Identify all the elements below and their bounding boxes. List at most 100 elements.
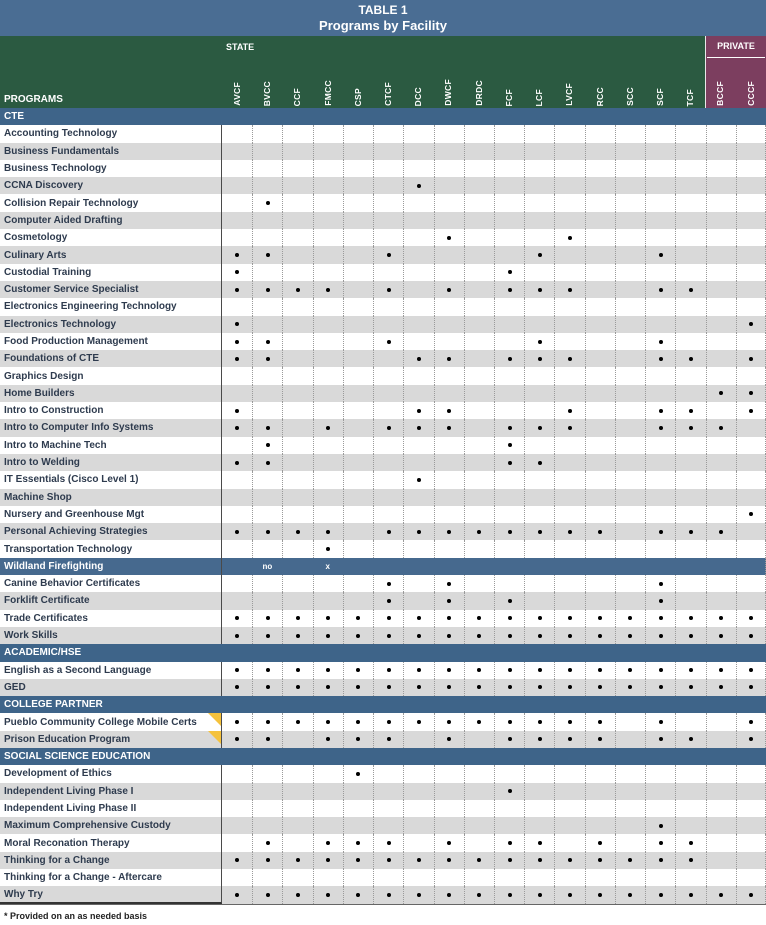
program-dot <box>507 737 512 742</box>
facility-cell <box>343 558 373 575</box>
facility-cell <box>403 315 433 333</box>
facility-cell <box>645 263 675 281</box>
facility-cell <box>222 558 252 575</box>
program-label: Cosmetology <box>0 229 222 247</box>
program-dot <box>568 737 573 742</box>
program-dot <box>477 685 482 690</box>
facility-cell <box>282 125 312 143</box>
facility-cell <box>735 834 766 852</box>
facility-cell <box>312 367 343 385</box>
facility-cell <box>675 817 705 835</box>
program-label: Transportation Technology <box>0 540 222 558</box>
facility-cell <box>524 419 554 437</box>
facility-cell <box>342 211 373 230</box>
program-dot <box>688 356 693 361</box>
facility-cell <box>222 419 252 436</box>
program-dot <box>688 737 693 742</box>
facility-cell <box>554 229 584 247</box>
facility-cell <box>312 229 343 247</box>
facility-cell <box>282 678 312 697</box>
facility-cell <box>222 298 252 315</box>
facility-cell <box>735 817 766 835</box>
program-dot <box>416 616 421 621</box>
program-dot <box>265 633 270 638</box>
facility-cell <box>252 263 282 281</box>
facility-cell <box>614 782 645 800</box>
program-row: Business Fundamentals <box>0 142 766 160</box>
program-dot <box>265 339 270 344</box>
program-dot <box>386 685 391 690</box>
facility-cell <box>614 350 645 368</box>
program-dot <box>537 720 542 725</box>
facility-cell <box>493 730 524 748</box>
facility-cell <box>433 592 464 610</box>
program-dot <box>537 893 542 897</box>
facility-cell <box>675 540 705 558</box>
program-dot <box>537 668 542 673</box>
facility-cell <box>373 799 403 818</box>
program-dot <box>296 616 301 621</box>
facility-cell <box>645 505 675 524</box>
facility-cell <box>463 332 494 351</box>
program-dot <box>235 668 240 673</box>
facility-cell <box>282 575 312 593</box>
program-dot <box>628 668 633 673</box>
facility-cell <box>463 799 494 818</box>
facility-cell <box>735 298 766 316</box>
facility-cell <box>282 765 312 783</box>
facility-cell <box>524 609 554 627</box>
facility-cell <box>403 678 433 697</box>
facility-header-tcf: TCF <box>675 36 705 108</box>
program-dot <box>265 287 270 292</box>
program-dot <box>507 633 512 638</box>
facility-cell <box>282 609 312 627</box>
facility-cell <box>463 211 494 230</box>
facility-cell <box>282 419 312 437</box>
facility-cell <box>463 471 494 489</box>
facility-cell <box>433 298 464 316</box>
facility-cell <box>342 540 373 558</box>
facility-cell <box>584 332 615 351</box>
program-dot <box>416 477 421 482</box>
facility-cell <box>493 436 524 454</box>
facility-header-dcc: DCC <box>403 36 433 108</box>
facility-cell <box>463 626 494 645</box>
facility-cell <box>282 488 312 506</box>
facility-cell <box>463 782 494 800</box>
facility-cell <box>645 453 675 472</box>
facility-cell <box>433 626 464 645</box>
program-dot <box>658 823 663 828</box>
program-dot <box>537 425 542 430</box>
facility-cell <box>222 281 252 298</box>
facility-cell <box>645 886 675 904</box>
program-row: Nursery and Greenhouse Mgt <box>0 505 766 524</box>
facility-cell <box>463 177 494 195</box>
facility-cell <box>342 471 373 489</box>
facility-cell <box>403 263 433 281</box>
facility-cell <box>524 592 554 610</box>
facility-cell <box>463 142 494 160</box>
facility-cell <box>705 436 736 454</box>
facility-cell <box>705 246 736 264</box>
facility-code: CTCF <box>382 82 393 106</box>
program-row: Moral Reconation Therapy <box>0 834 766 852</box>
program-label: Thinking for a Change - Aftercare <box>0 869 222 887</box>
program-dot <box>598 685 603 690</box>
program-row: Customer Service Specialist <box>0 280 766 299</box>
facility-cell <box>342 263 373 281</box>
facility-cell <box>645 799 675 818</box>
program-row: Transportation Technology <box>0 540 766 558</box>
facility-cell <box>403 453 433 472</box>
program-dot <box>537 737 542 742</box>
facility-cell <box>645 817 675 835</box>
facility-cell <box>493 263 524 281</box>
facility-cell <box>614 453 645 472</box>
program-dot <box>386 841 391 846</box>
facility-cell <box>342 194 373 212</box>
facility-cell <box>705 263 736 281</box>
program-dot <box>296 668 301 673</box>
facility-cell <box>705 159 736 178</box>
facility-cell <box>342 592 373 610</box>
facility-cell <box>403 765 433 783</box>
